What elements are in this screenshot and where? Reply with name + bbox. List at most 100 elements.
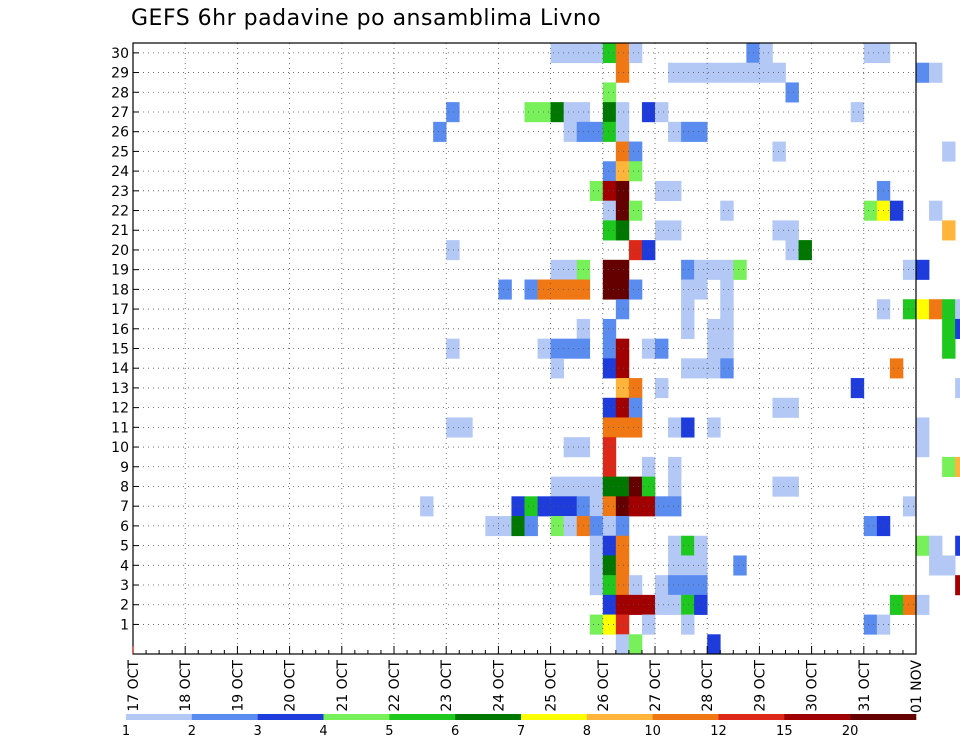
heatmap-cell <box>655 220 669 241</box>
heatmap-cell <box>602 180 617 202</box>
heatmap-cell <box>563 43 578 64</box>
heatmap-cell <box>615 555 630 576</box>
heatmap-cell <box>615 358 630 379</box>
y-tick-label: 8 <box>120 479 129 495</box>
heatmap-cell <box>668 62 682 83</box>
legend-label: 3 <box>254 724 262 739</box>
heatmap-cell <box>955 575 960 596</box>
x-tick-label: 30 OCT <box>805 660 821 712</box>
heatmap-cell <box>785 476 799 497</box>
x-tick-label: 28 OCT <box>700 660 716 712</box>
y-tick-label: 14 <box>111 361 129 377</box>
heatmap-cell <box>446 338 460 359</box>
legend-label: 20 <box>842 724 859 739</box>
heatmap-cell <box>615 476 630 497</box>
heatmap-cell <box>628 594 643 615</box>
heatmap-cell <box>615 496 630 517</box>
y-tick-label: 9 <box>120 460 129 476</box>
y-tick-label: 30 <box>111 46 129 62</box>
heatmap-cell <box>550 259 564 280</box>
heatmap-cell <box>668 496 682 517</box>
heatmap-cell <box>524 279 538 300</box>
heatmap-cell <box>602 417 617 438</box>
heatmap-cell <box>694 535 708 556</box>
heatmap-cell <box>446 102 460 123</box>
legend-swatch <box>586 714 653 720</box>
y-tick-label: 4 <box>120 558 129 574</box>
heatmap-cell <box>615 516 630 537</box>
heatmap-cell <box>628 43 643 64</box>
heatmap-cell <box>681 575 695 596</box>
heatmap-cell <box>720 358 734 379</box>
legend-label: 7 <box>517 724 525 739</box>
legend-swatch <box>652 714 719 720</box>
heatmap-cell <box>889 358 904 379</box>
heatmap-cell <box>681 62 695 83</box>
heatmap-cell <box>655 102 669 123</box>
heatmap-cell <box>615 220 630 241</box>
heatmap-cell <box>694 555 708 576</box>
heatmap-cell <box>602 161 617 182</box>
heatmap-cell <box>694 279 708 300</box>
heatmap-cell <box>459 417 473 438</box>
heatmap-cell <box>615 161 630 182</box>
heatmap-cell <box>602 397 617 418</box>
heatmap-cell <box>628 161 643 182</box>
legend-swatch <box>521 714 588 720</box>
heatmap-cell <box>602 200 617 221</box>
heatmap-cell <box>955 535 960 556</box>
y-tick-label: 24 <box>111 164 129 180</box>
x-tick-label: 25 OCT <box>544 660 560 712</box>
heatmap-cell <box>628 200 643 221</box>
heatmap-cell <box>655 594 669 615</box>
heatmap-cell <box>628 496 643 517</box>
heatmap-cell <box>628 634 643 655</box>
x-tick-label: 17 OCT <box>126 660 142 712</box>
heatmap-cell <box>589 496 604 517</box>
heatmap-cell <box>942 338 956 359</box>
y-tick-label: 13 <box>111 381 129 397</box>
heatmap-cell <box>537 496 551 517</box>
x-tick-label: 19 OCT <box>230 660 246 712</box>
y-tick-label: 15 <box>111 342 129 358</box>
heatmap-cell <box>668 456 682 477</box>
heatmap-cell <box>681 121 695 142</box>
heatmap-cell <box>668 575 682 596</box>
heatmap-cell <box>955 318 960 339</box>
x-tick-label: 23 OCT <box>439 660 455 712</box>
heatmap-cell <box>929 555 943 576</box>
heatmap-cell <box>694 358 708 379</box>
chart-title: GEFS 6hr padavine po ansamblima Livno <box>131 6 602 31</box>
heatmap-cell <box>524 496 538 517</box>
heatmap-cell <box>889 594 904 615</box>
heatmap-cell <box>681 358 695 379</box>
heatmap-cell <box>681 614 695 635</box>
heatmap-cell <box>602 555 617 576</box>
heatmap-cell <box>785 240 799 261</box>
heatmap-cell <box>602 220 617 241</box>
heatmap-cell <box>524 102 538 123</box>
heatmap-cell <box>550 358 564 379</box>
heatmap-cell <box>955 456 960 477</box>
x-tick-label: 21 OCT <box>335 660 351 712</box>
heatmap-cell <box>863 614 878 635</box>
heatmap-cell <box>615 594 630 615</box>
heatmap-cell <box>681 259 695 280</box>
heatmap-cell <box>563 259 578 280</box>
heatmap-cell <box>772 397 786 418</box>
heatmap-cell <box>733 555 747 576</box>
legend-swatch <box>718 714 785 720</box>
y-tick-label: 26 <box>111 125 129 141</box>
heatmap-cell <box>668 535 682 556</box>
y-axis-ticks: 1234567891011121314151617181920212223242… <box>111 46 139 633</box>
heatmap-cell <box>628 240 643 261</box>
heatmap-cell <box>942 318 956 339</box>
heatmap-cell <box>420 496 434 517</box>
heatmap-cell <box>563 516 578 537</box>
heatmap-cell <box>681 555 695 576</box>
heatmap-cell <box>628 476 643 497</box>
heatmap-cell <box>602 358 617 379</box>
heatmap-cell <box>929 200 943 221</box>
heatmap-cell <box>668 555 682 576</box>
heatmap-cell <box>602 82 617 103</box>
